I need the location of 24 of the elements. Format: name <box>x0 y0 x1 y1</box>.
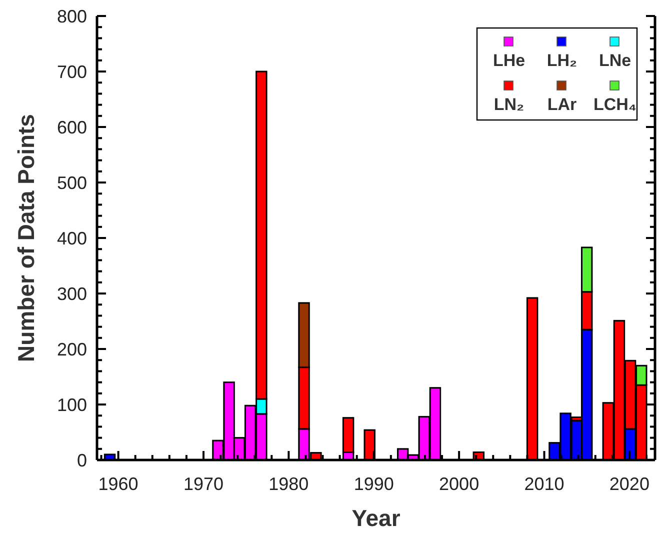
legend-label: LAr <box>547 95 578 114</box>
legend-label: LNe <box>598 51 632 70</box>
legend-label: LHe <box>492 51 526 70</box>
y-tick-label: 800 <box>56 6 87 26</box>
x-axis-title: Year <box>352 505 400 531</box>
x-tick-label: 1990 <box>354 474 394 494</box>
legend-label: LH₂ <box>546 51 578 70</box>
y-axis-title: Number of Data Points <box>13 114 39 362</box>
legend-label: LCH₄ <box>593 95 637 114</box>
x-tick-label: 2000 <box>439 474 480 494</box>
legend-label: LN₂ <box>494 95 524 114</box>
y-tick-label: 500 <box>56 172 87 193</box>
y-tick-label: 700 <box>56 62 87 82</box>
y-tick-label: 600 <box>56 117 87 138</box>
x-tick-label: 1980 <box>268 474 309 494</box>
y-tick-label: 200 <box>56 339 87 360</box>
x-tick-label: 1970 <box>183 474 224 494</box>
y-tick-label: 400 <box>56 228 87 248</box>
y-tick-label: 300 <box>56 284 87 304</box>
x-tick-label: 1960 <box>98 474 138 494</box>
x-tick-label: 2010 <box>524 474 564 494</box>
y-tick-label: 100 <box>56 394 87 415</box>
x-tick-label: 2020 <box>609 474 650 494</box>
y-tick-label: 0 <box>76 450 87 470</box>
